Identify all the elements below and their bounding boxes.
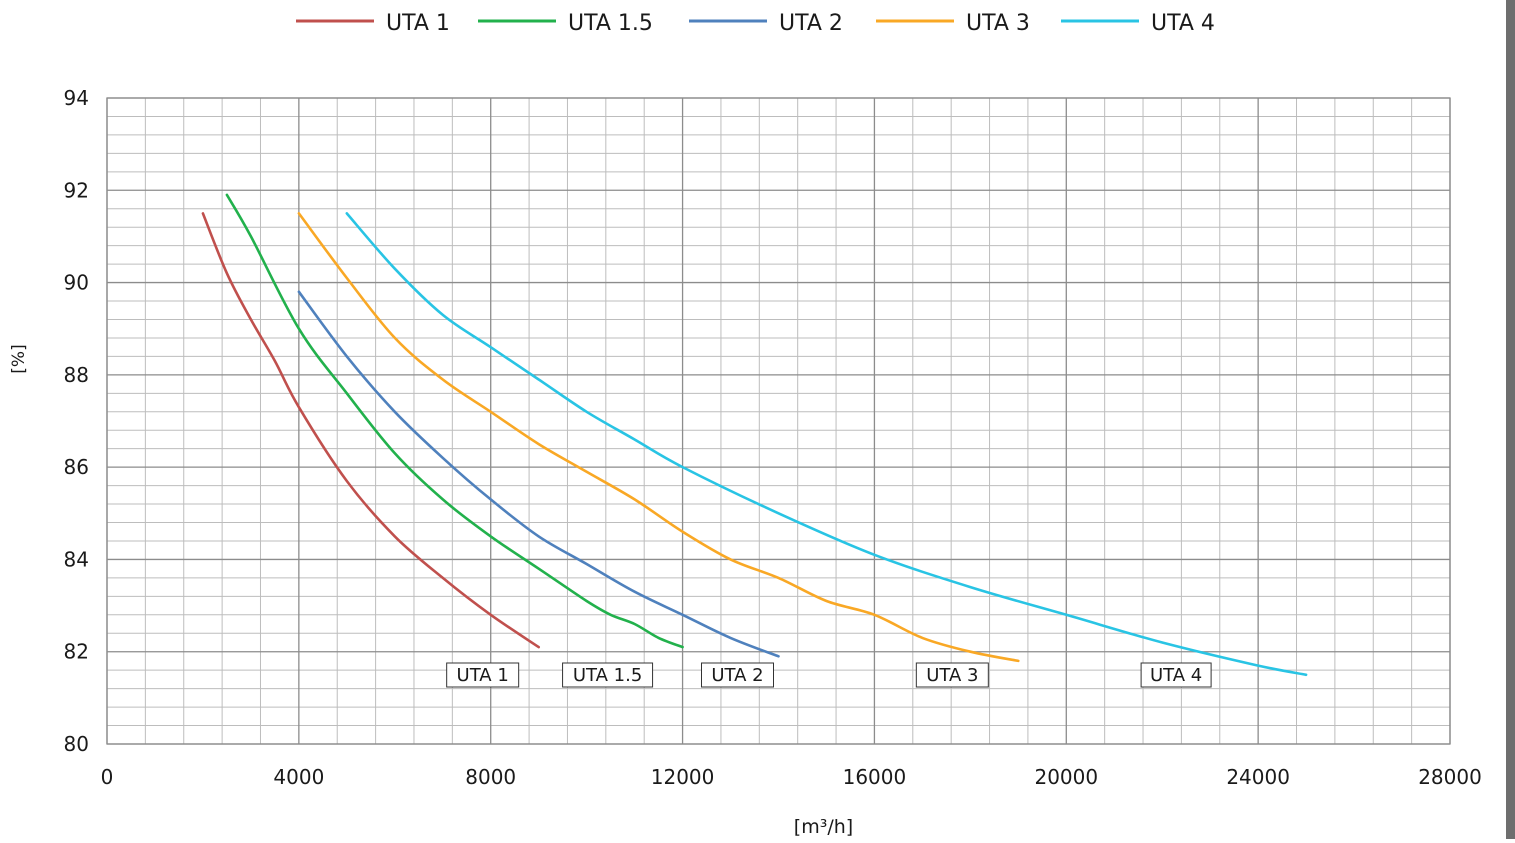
legend: UTA 1 UTA 1.5 UTA 2 UTA 3 UTA 4 — [296, 11, 1215, 36]
end-label-box — [562, 662, 654, 688]
x-tick-label: 28000 — [1418, 765, 1482, 789]
end-label-text: UTA 1.5 — [573, 665, 642, 686]
end-label-text: UTA 2 — [711, 665, 763, 686]
end-label-uta-2: UTA 2 — [701, 662, 774, 688]
legend-label: UTA 3 — [966, 11, 1030, 36]
legend-item-uta-1: UTA 1 — [296, 11, 450, 36]
end-label-uta-3: UTA 3 — [915, 662, 989, 688]
y-tick-label: 84 — [64, 547, 89, 571]
end-label-box — [701, 662, 774, 688]
end-label-uta-1-5: UTA 1.5 — [562, 662, 654, 688]
x-tick-label: 12000 — [651, 765, 715, 789]
x-tick-label: 16000 — [843, 765, 907, 789]
end-label-text: UTA 1 — [457, 665, 509, 686]
x-tick-label: 4000 — [273, 765, 324, 789]
x-tick-label: 20000 — [1034, 765, 1098, 789]
window-edge-bar — [1506, 0, 1515, 839]
end-label-box — [915, 662, 989, 688]
series-line-uta-1-5 — [225, 193, 684, 649]
end-labels: UTA 1 UTA 1.5 UTA 2 UTA 3 UTA 4 — [446, 662, 1212, 688]
legend-item-uta-1-5: UTA 1.5 — [478, 11, 653, 36]
series-line-uta-1 — [201, 212, 540, 649]
y-tick-label: 86 — [64, 455, 89, 479]
end-label-box — [446, 662, 520, 688]
axes: 0 4000 8000 12000 16000 20000 24000 28000 80 82 84… — [9, 86, 1482, 838]
series-line-uta-3 — [297, 212, 1020, 663]
y-tick-label: 88 — [64, 363, 89, 387]
legend-label: UTA 1 — [386, 11, 450, 36]
plot-area — [107, 98, 1450, 744]
legend-item-uta-2: UTA 2 — [689, 11, 843, 36]
legend-label: UTA 2 — [779, 11, 843, 36]
x-tick-label: 0 — [101, 765, 114, 789]
end-label-text: UTA 3 — [926, 665, 978, 686]
end-label-uta-4: UTA 4 — [1140, 662, 1212, 688]
plot-border — [106, 97, 1451, 745]
end-label-box — [1140, 662, 1212, 688]
y-axis-title: [%] — [9, 344, 29, 373]
series-line-uta-2 — [297, 290, 780, 658]
legend-item-uta-3: UTA 3 — [876, 11, 1030, 36]
series-line-uta-4 — [345, 212, 1308, 677]
end-label-uta-1: UTA 1 — [446, 662, 520, 688]
y-tick-label: 94 — [64, 86, 89, 110]
x-tick-label: 24000 — [1226, 765, 1290, 789]
y-tick-label: 92 — [64, 178, 89, 202]
end-label-text: UTA 4 — [1150, 665, 1202, 686]
series-layer — [201, 193, 1308, 677]
x-axis-title: [m³/h] — [794, 816, 853, 838]
y-tick-label: 90 — [64, 271, 89, 295]
y-tick-label: 80 — [64, 732, 89, 756]
y-tick-label: 82 — [64, 640, 89, 664]
legend-item-uta-4: UTA 4 — [1061, 11, 1215, 36]
x-tick-label: 8000 — [465, 765, 516, 789]
legend-label: UTA 1.5 — [568, 11, 653, 36]
legend-label: UTA 4 — [1151, 11, 1215, 36]
